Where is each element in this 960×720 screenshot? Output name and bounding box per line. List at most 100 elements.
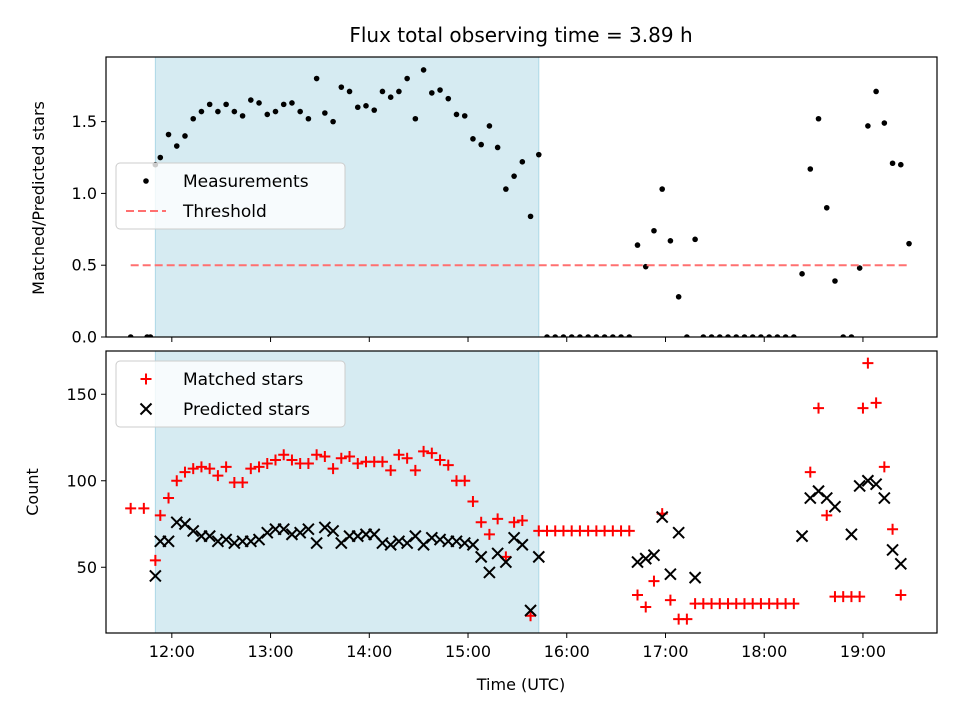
x-tick-label: 18:00 xyxy=(741,642,787,661)
measurements-point xyxy=(470,136,476,142)
y-tick-label: 1.5 xyxy=(72,112,97,131)
measurements-point xyxy=(354,104,361,111)
matched-stars-point xyxy=(804,466,816,478)
predicted-stars-point xyxy=(499,555,513,569)
matched-stars-point xyxy=(895,589,907,601)
measurements-point xyxy=(848,334,855,337)
measurements-point xyxy=(535,151,542,158)
matched-stars-point xyxy=(857,402,869,414)
matched-stars-point xyxy=(327,463,339,475)
matched-stars-point xyxy=(195,461,207,473)
predicted-stars-point xyxy=(149,569,162,583)
measurements-point xyxy=(856,265,863,271)
y-tick-label: 0.0 xyxy=(72,328,97,347)
y-axis-label-top: Matched/Predicted stars xyxy=(29,101,48,295)
predicted-stars-point xyxy=(861,474,875,487)
matched-stars-point xyxy=(187,463,199,475)
bottom-panel: 50 100 150 12:00 13:00 14:00 15:00 16:00 17:00 18… xyxy=(66,350,938,661)
measurements-point xyxy=(297,108,303,115)
predicted-stars-point xyxy=(532,550,545,564)
predicted-stars-point xyxy=(466,538,480,551)
measurements-point xyxy=(437,87,443,93)
predicted-stars-point xyxy=(326,524,340,538)
measurements-point xyxy=(330,118,336,125)
measurements-point xyxy=(692,236,698,243)
measurements-point xyxy=(256,100,262,106)
measurements-point xyxy=(478,141,484,148)
predicted-stars-point xyxy=(302,522,315,536)
measurements-point xyxy=(807,166,814,172)
measurements-point xyxy=(634,242,641,248)
matched-stars-point xyxy=(261,457,273,469)
predicted-stars-point xyxy=(664,567,677,581)
matched-stars-point xyxy=(516,515,528,527)
predicted-stars-point xyxy=(483,566,496,579)
matched-stars-point xyxy=(393,449,405,461)
measurements-point xyxy=(511,173,517,179)
measurements-point xyxy=(404,75,410,82)
matched-stars-point xyxy=(220,461,232,473)
measurements-point xyxy=(305,115,312,122)
predicted-stars-point xyxy=(853,479,866,493)
matched-stars-point xyxy=(467,496,479,508)
matched-stars-point xyxy=(862,357,874,369)
matched-stars-point xyxy=(253,461,265,473)
legend-label-matched-stars: Matched stars xyxy=(183,370,303,390)
measurements-point xyxy=(544,334,550,337)
predicted-stars-point xyxy=(162,535,175,548)
measurements-point xyxy=(363,103,369,109)
measurements-point xyxy=(198,108,205,115)
measurements-point xyxy=(568,334,575,337)
measurements-point xyxy=(223,101,229,108)
x-tick-label: 17:00 xyxy=(642,642,688,661)
predicted-stars-point xyxy=(845,528,858,541)
measurements-point xyxy=(412,115,419,122)
predicted-stars-point xyxy=(219,533,233,546)
predicted-stars-point xyxy=(310,536,323,550)
predicted-stars-point xyxy=(261,526,274,539)
x-tick-label: 14:00 xyxy=(346,642,392,661)
measurements-point xyxy=(766,334,772,337)
x-tick-label: 13:00 xyxy=(247,642,293,661)
measurements-point xyxy=(741,334,748,337)
measurements-point xyxy=(387,94,394,101)
predicted-stars-point xyxy=(318,521,332,534)
x-tick-label: 15:00 xyxy=(445,642,491,661)
measurements-point xyxy=(865,123,871,129)
matched-stars-point xyxy=(640,601,652,613)
matched-stars-point xyxy=(681,613,693,625)
legend-marker-measurements xyxy=(143,178,149,184)
measurements-point xyxy=(618,334,624,337)
measurements-point xyxy=(248,97,254,103)
matched-stars-point xyxy=(237,476,249,488)
measurements-point xyxy=(231,108,238,115)
matched-stars-point xyxy=(648,575,660,587)
matched-stars-point xyxy=(171,475,183,487)
data-layer xyxy=(125,357,908,625)
legend-marker-matched-stars xyxy=(140,373,152,385)
predicted-stars-point xyxy=(187,524,200,538)
matched-stars-point xyxy=(163,492,175,504)
measurements-point xyxy=(782,334,789,337)
measurements-point xyxy=(897,161,904,168)
measurements-point xyxy=(289,100,295,106)
measurements-point xyxy=(127,334,134,337)
predicted-stars-point xyxy=(795,529,809,543)
matched-stars-point xyxy=(664,594,676,606)
measurements-point xyxy=(503,186,509,192)
measurements-point xyxy=(346,88,353,95)
predicted-stars-point xyxy=(474,550,488,564)
matched-stars-point xyxy=(475,516,487,528)
matched-stars-point xyxy=(401,452,413,464)
measurements-point xyxy=(577,334,583,337)
measurements-point xyxy=(206,101,213,108)
y-tick-label: 1.0 xyxy=(72,184,97,203)
predicted-stars-point xyxy=(886,543,899,557)
predicted-stars-point xyxy=(688,571,702,584)
matched-stars-point xyxy=(492,513,504,525)
matched-stars-point xyxy=(138,502,150,514)
matched-stars-point xyxy=(459,475,471,487)
predicted-stars-point xyxy=(672,526,685,539)
x-axis-label: Time (UTC) xyxy=(476,675,565,694)
